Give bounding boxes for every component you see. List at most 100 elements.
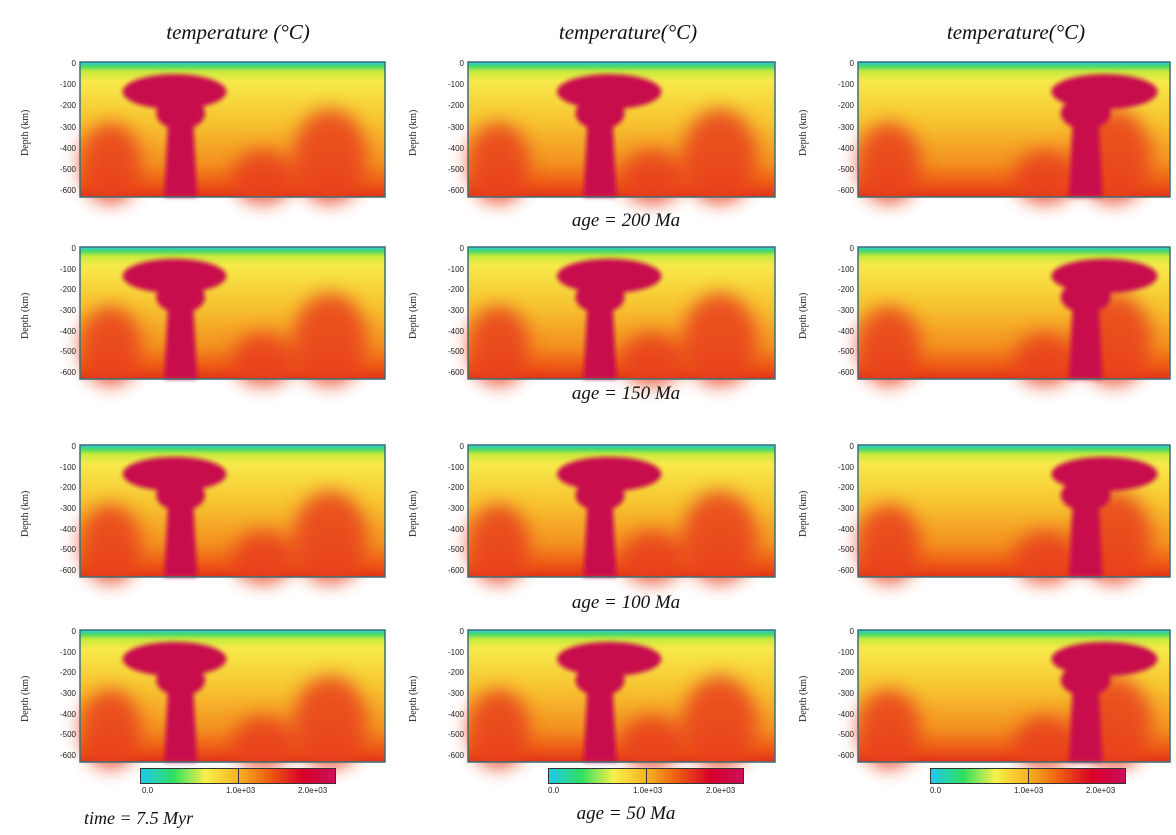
panel-frame [79, 629, 386, 763]
y-tick-label: 0 [459, 627, 464, 636]
hot-plume [122, 258, 227, 379]
y-tick-label: -600 [447, 186, 464, 195]
y-tick-label: -100 [837, 264, 854, 274]
y-tick-label: -100 [59, 80, 76, 90]
temperature-panel-r3-c3: 0 -100 -200 -300 -400 -500 -600 Depth (km) [798, 442, 1171, 584]
y-tick-label: 0 [71, 244, 76, 253]
y-tick-label: -100 [59, 462, 76, 472]
y-axis-label: Depth (km) [20, 490, 31, 537]
colorbar-2-label-mid: 1.0e+03 [633, 786, 663, 795]
y-tick-label: -500 [447, 545, 464, 555]
y-tick-label: -200 [837, 668, 854, 678]
y-tick-label: -600 [59, 186, 76, 195]
y-tick-label: -100 [447, 647, 464, 657]
panel-frame [79, 246, 386, 380]
hot-plume [122, 456, 227, 577]
y-tick-label: 0 [849, 442, 854, 451]
age-caption-100: age = 100 Ma [571, 592, 681, 613]
y-tick-label: -400 [837, 524, 854, 534]
y-tick-label: -100 [447, 462, 464, 472]
panel-frame [857, 629, 1171, 763]
y-tick-label: -400 [837, 709, 854, 719]
y-tick-label: 0 [459, 442, 464, 451]
y-tick-label: -500 [837, 730, 854, 740]
y-tick-label: 0 [71, 627, 76, 636]
y-tick-label: -300 [447, 689, 464, 698]
y-tick-label: -200 [59, 285, 76, 295]
temperature-field [79, 444, 386, 584]
y-tick-label: -200 [837, 101, 854, 111]
y-tick-label: -400 [59, 143, 76, 153]
time-caption: time = 7.5 Myr [84, 808, 194, 828]
y-tick-label: -400 [837, 326, 854, 336]
temperature-field [857, 444, 1171, 584]
temperature-field [467, 444, 776, 584]
temperature-panel-r4-c1: 0 -100 -200 -300 -400 -500 -600 Depth (km) [20, 627, 386, 769]
temperature-field [79, 61, 386, 204]
y-axis-label: Depth (km) [798, 109, 809, 156]
y-tick-label: 0 [459, 59, 464, 68]
y-tick-label: -300 [837, 504, 854, 513]
panel-frame [79, 61, 386, 198]
colorbar-2-label-max: 2.0e+03 [706, 786, 736, 795]
y-tick-label: -100 [837, 462, 854, 472]
temperature-panel-r4-c3: 0 -100 -200 -300 -400 -500 -600 Depth (km) [798, 627, 1171, 769]
temperature-panel-r3-c1: 0 -100 -200 -300 -400 -500 -600 Depth (km) [20, 442, 386, 584]
y-tick-label: -400 [59, 709, 76, 719]
y-tick-label: -200 [447, 483, 464, 493]
y-tick-label: -300 [59, 122, 76, 132]
colorbar-3-label-min: 0.0 [930, 786, 942, 795]
y-axis-label: Depth (km) [798, 490, 809, 537]
temperature-field [467, 61, 776, 204]
y-tick-label: -400 [837, 143, 854, 153]
temperature-field [467, 629, 776, 769]
y-tick-label: -500 [837, 347, 854, 357]
y-tick-label: -600 [59, 368, 76, 377]
y-axis-label: Depth (km) [20, 675, 31, 722]
temperature-panel-r3-c2: 0 -100 -200 -300 -400 -500 -600 Depth (km) [408, 442, 776, 584]
y-tick-label: -400 [447, 709, 464, 719]
y-tick-label: -300 [447, 122, 464, 132]
y-tick-label: -300 [59, 504, 76, 513]
y-tick-label: -100 [837, 80, 854, 90]
y-axis-label: Depth (km) [408, 490, 419, 537]
temperature-field [79, 246, 386, 386]
y-tick-label: -300 [447, 306, 464, 315]
y-axis-label: Depth (km) [408, 109, 419, 156]
y-tick-label: -600 [59, 751, 76, 760]
y-tick-label: -200 [447, 285, 464, 295]
y-tick-label: -500 [59, 347, 76, 357]
y-tick-label: -300 [837, 689, 854, 698]
panel-frame [467, 444, 776, 578]
temperature-field [79, 629, 386, 769]
y-tick-label: -200 [837, 483, 854, 493]
column-title-3: temperature(°C) [946, 20, 1086, 44]
y-tick-label: -300 [59, 306, 76, 315]
hot-plume [1051, 456, 1158, 577]
hot-plume [122, 74, 227, 197]
y-tick-label: -600 [837, 566, 854, 575]
y-tick-label: -100 [59, 264, 76, 274]
colorbar-2 [548, 768, 744, 784]
y-tick-label: -300 [59, 689, 76, 698]
hot-plume [557, 74, 662, 197]
y-tick-label: -200 [447, 668, 464, 678]
y-tick-label: -100 [59, 647, 76, 657]
hot-plume [557, 258, 662, 379]
colorbar-mid-tick [1028, 769, 1029, 783]
y-tick-label: -500 [59, 164, 76, 174]
column-title-1: temperature (°C) [166, 20, 310, 44]
y-tick-label: 0 [849, 244, 854, 253]
y-tick-label: -100 [447, 264, 464, 274]
y-tick-label: -600 [59, 566, 76, 575]
y-tick-label: -200 [59, 483, 76, 493]
panel-frame [857, 61, 1171, 198]
y-axis-label: Depth (km) [20, 292, 31, 339]
y-tick-label: 0 [849, 59, 854, 68]
y-axis-label: Depth (km) [408, 675, 419, 722]
y-tick-label: -100 [837, 647, 854, 657]
panel-frame [467, 61, 776, 198]
y-axis-label: Depth (km) [20, 109, 31, 156]
hot-plume [557, 456, 662, 577]
y-tick-label: -600 [837, 186, 854, 195]
